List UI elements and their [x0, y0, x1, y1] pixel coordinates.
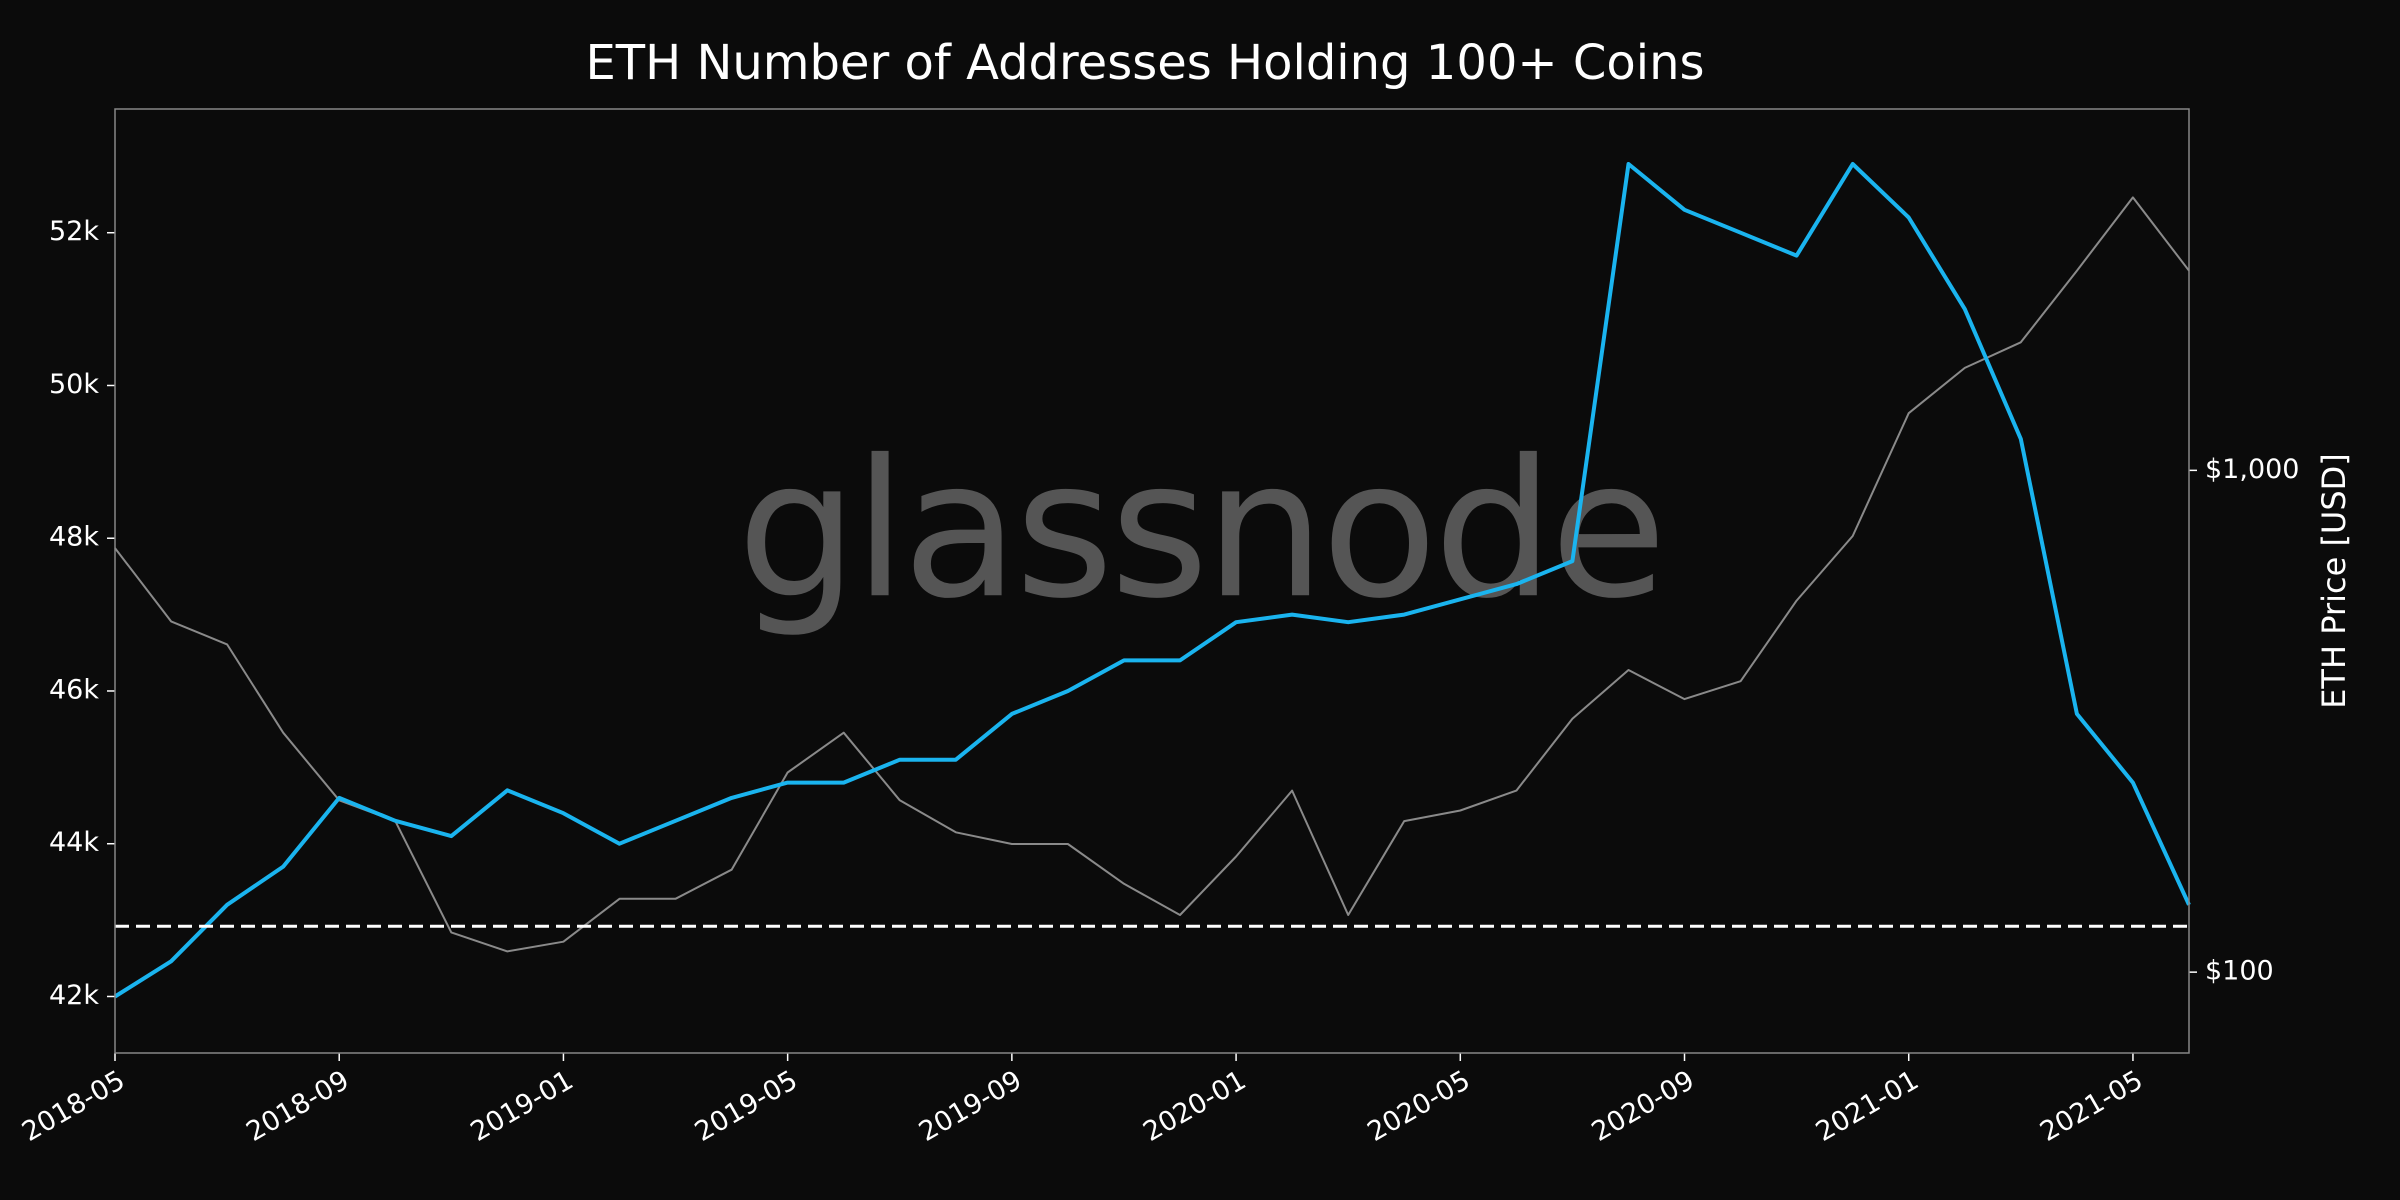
- y2-tick-label: $100: [2205, 956, 2274, 987]
- y-tick-label: 50k: [49, 369, 99, 400]
- address-line: [113, 162, 2191, 999]
- y-tick-label: 52k: [49, 216, 99, 247]
- chart-title: ETH Number of Addresses Holding 100+ Coi…: [585, 35, 1704, 91]
- plot-frame: [114, 108, 2190, 1054]
- y-tick-label: 44k: [49, 827, 99, 858]
- watermark: glassnode: [737, 419, 1663, 640]
- y-tick-label: 48k: [49, 522, 99, 553]
- y2-tick-label: $1,000: [2205, 454, 2299, 485]
- y-tick-label: 42k: [49, 980, 99, 1011]
- y-tick-label: 46k: [49, 674, 99, 705]
- price-line: [114, 196, 2190, 953]
- y2-axis-label: ETH Price [USD]: [2315, 453, 2353, 709]
